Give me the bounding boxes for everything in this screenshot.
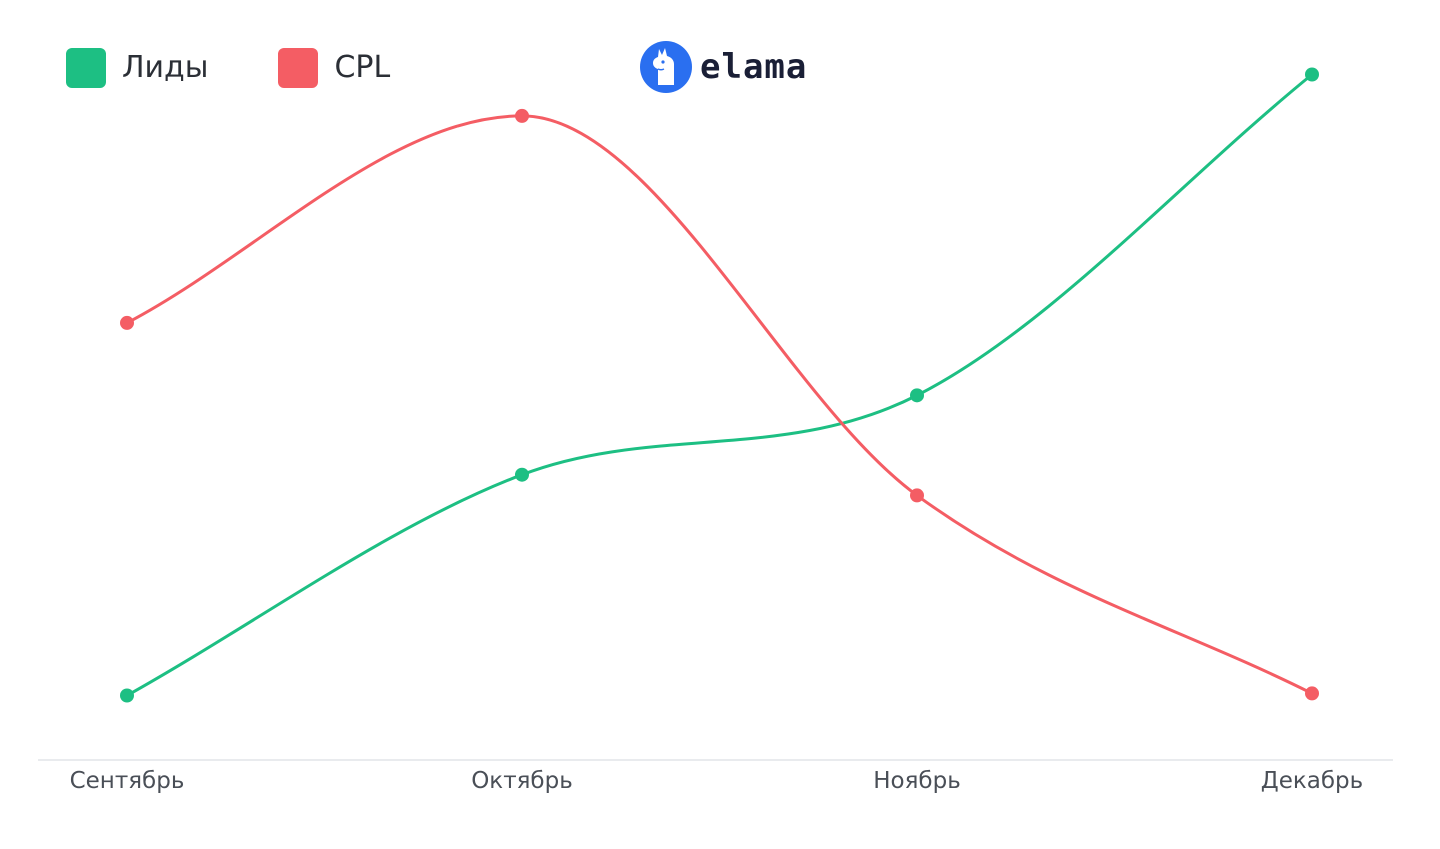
x-axis-ticks: Сентябрь Октябрь Ноябрь Декабрь [70,768,1364,794]
legend-item-cpl: CPL [278,48,390,88]
data-point-cpl-2 [910,488,924,503]
data-point-cpl-3 [1305,686,1319,701]
x-tick-label: Ноябрь [873,768,961,794]
x-tick-label: Октябрь [471,768,573,794]
elama-logo: elama [640,41,807,93]
data-point-leads-2 [910,388,924,403]
data-point-cpl-0 [120,315,134,330]
legend-item-leads: Лиды [66,48,208,88]
x-tick-label: Декабрь [1261,768,1363,794]
legend-swatch-cpl [278,48,319,88]
data-point-leads-0 [120,688,134,703]
logo-text: elama [700,47,808,87]
series-layer [120,67,1319,703]
series-line-cpl [126,114,1313,695]
legend: Лиды CPL [66,48,460,88]
series-line-leads [126,73,1313,697]
data-point-leads-1 [515,467,529,482]
legend-label-leads: Лиды [122,50,209,85]
llama-icon [640,41,692,93]
legend-label-cpl: CPL [334,50,391,85]
legend-swatch-leads [66,48,106,88]
x-tick-label: Сентябрь [70,768,185,794]
data-point-cpl-1 [515,108,529,123]
data-point-leads-3 [1305,67,1319,82]
